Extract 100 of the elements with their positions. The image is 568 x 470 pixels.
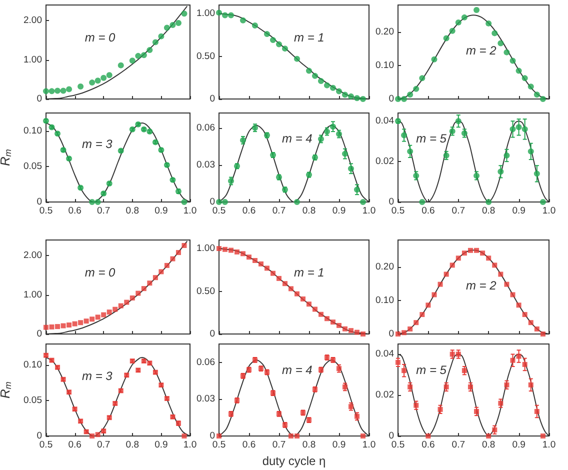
point [49,324,54,330]
x-tick-label: 0.6 [68,440,82,450]
point [534,92,540,98]
point [252,258,258,264]
point [336,322,342,328]
point [106,72,112,78]
point [300,296,306,302]
point [492,262,498,268]
y-tick-label: 1.00 [24,289,42,300]
point [258,261,264,266]
y-tick-label: 1.00 [196,8,215,20]
point [146,47,153,54]
x-tick-label: 0.6 [242,440,256,450]
point [450,262,455,268]
point [348,328,354,334]
x-tick-label: 0.6 [422,206,435,216]
point [100,74,107,81]
x-tick-label: 0.9 [332,440,346,450]
point [294,199,300,205]
point [444,384,449,390]
point [60,88,66,94]
point [480,250,486,256]
y-tick-label: 0 [388,430,394,442]
point [522,126,528,132]
point [66,322,72,328]
point [462,250,467,256]
point [407,148,414,154]
point [522,312,528,318]
point [455,19,462,26]
point [276,41,282,48]
text: m = 0 [84,265,116,280]
y-tick-label: 0.10 [376,294,394,306]
text: m = 3 [82,368,113,383]
point [330,124,336,130]
x-tick-label: 0.9 [512,440,526,450]
x-tick-label: 1.0 [362,206,376,216]
x-tick-label: 1.0 [362,440,376,450]
point [54,88,61,94]
point [60,323,66,328]
point [407,92,414,98]
point [90,316,95,322]
x-tick-label: 1.0 [183,206,197,216]
text: m = 4 [282,363,313,378]
point [129,58,136,64]
point [222,199,228,205]
y-tick-label: 0 [210,430,215,442]
point [522,75,528,82]
point [306,68,312,74]
point [540,434,546,438]
point [246,254,252,260]
point [461,14,468,20]
point [342,326,348,332]
point [288,434,294,438]
y-tick-label: 0.10 [24,125,42,136]
point [234,249,240,254]
x-tick-label: 0.7 [272,440,286,450]
point [360,96,366,102]
y-tick-label: 0 [210,196,215,208]
point [152,275,158,280]
point [408,384,413,390]
point [175,20,182,26]
x-tick-label: 0.6 [422,440,435,450]
point [401,132,408,138]
x-tick-label: 0.7 [452,440,466,450]
point [276,276,282,281]
y-tick-label: 0.04 [376,116,394,127]
y-tick-label: 0 [210,94,215,104]
point [528,84,534,90]
point [443,35,450,42]
point [282,281,288,286]
point [181,199,188,205]
x-tick-label: 0.5 [212,440,226,450]
point [118,62,124,68]
x-tick-label: 0.7 [452,206,466,216]
point [152,39,158,46]
y-tick-label: 0.20 [376,261,394,272]
point [522,362,528,367]
point [402,368,407,374]
point [240,17,246,24]
point [222,246,228,252]
point [136,290,141,296]
y-tick-label: 0.50 [196,50,215,62]
y-tick-label: 0 [388,196,394,208]
x-tick-label: 0.5 [391,440,405,450]
text: m = 5 [416,132,447,146]
point [164,262,170,268]
x-axis-title: duty cycle η [262,454,326,468]
point [240,251,246,256]
point [342,150,348,157]
point [294,56,300,62]
text: m = 5 [416,363,447,378]
point [431,56,438,62]
y-tick-label: 0.04 [376,348,394,360]
y-tick-label: 0.05 [24,160,42,172]
point [444,272,449,277]
point [486,256,492,261]
point [360,434,366,438]
x-tick-label: 0.7 [96,206,110,216]
point [516,354,522,359]
point [468,248,473,253]
